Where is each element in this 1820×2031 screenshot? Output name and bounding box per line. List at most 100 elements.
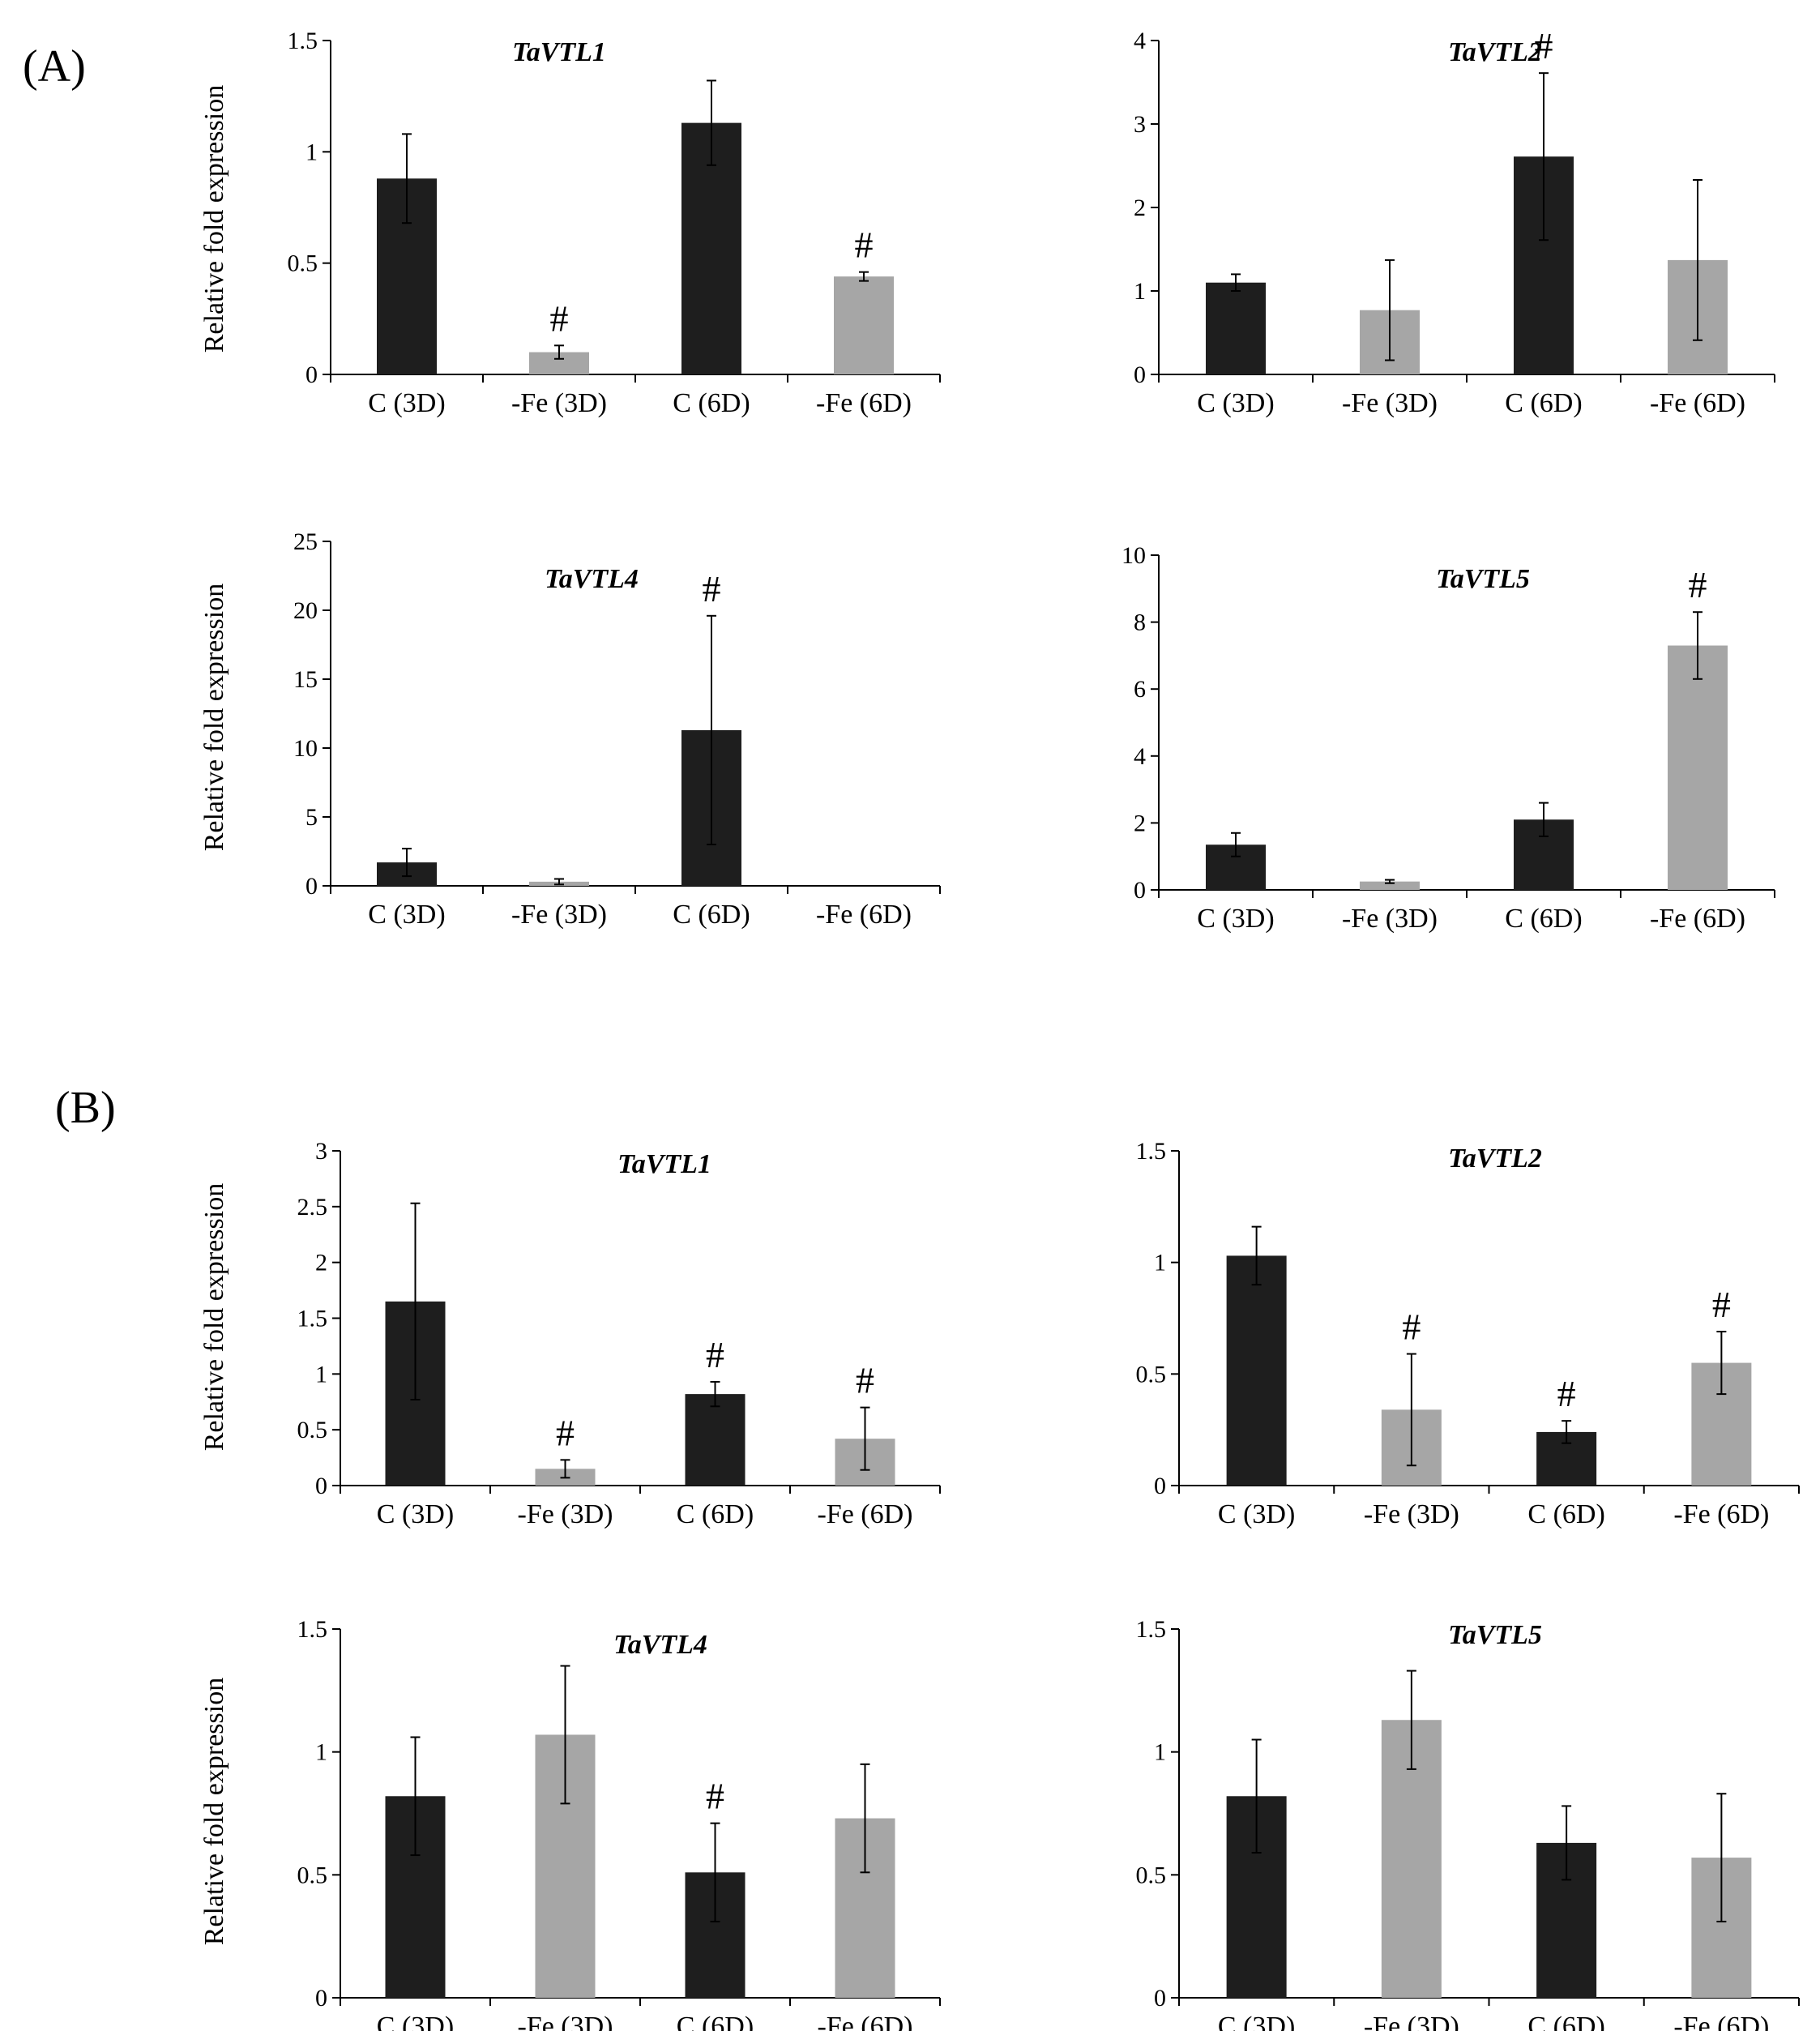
y-tick-label: 0 xyxy=(315,1473,327,1499)
y-tick-label: 2 xyxy=(1134,810,1146,836)
category-label: -Fe (3D) xyxy=(1342,904,1438,934)
bar xyxy=(1206,282,1266,374)
significance-marker: # xyxy=(703,568,721,609)
y-tick-label: 1.5 xyxy=(1136,1616,1167,1643)
y-tick-label: 1 xyxy=(315,1739,327,1766)
significance-marker: # xyxy=(706,1334,724,1375)
chart-title: TaVTL2 xyxy=(1448,37,1542,67)
y-tick-label: 1 xyxy=(1134,278,1146,305)
category-label: -Fe (3D) xyxy=(1342,388,1438,418)
category-label: -Fe (6D) xyxy=(1673,1499,1769,1529)
significance-marker: # xyxy=(1557,1373,1576,1414)
significance-marker: # xyxy=(556,1412,575,1453)
y-tick-label: 4 xyxy=(1134,743,1146,770)
y-tick-label: 0.5 xyxy=(297,1417,328,1443)
significance-marker: # xyxy=(706,1776,724,1817)
chart-a-tavtl5: 0 2 4 6 8 10 C (3D) -Fe (3D) C (6D) # -Fe (6D) TaVT… xyxy=(1121,542,1775,934)
significance-marker: # xyxy=(855,224,874,266)
chart-title: TaVTL1 xyxy=(512,37,606,67)
y-tick-label: 1.5 xyxy=(1136,1138,1167,1165)
chart-title: TaVTL4 xyxy=(613,1630,707,1660)
y-tick-label: 3 xyxy=(315,1138,327,1165)
category-label: -Fe (6D) xyxy=(1650,904,1745,934)
y-tick-label: 8 xyxy=(1134,609,1146,636)
chart-b-tavtl4: 0 0.5 1 1.5 C (3D) -Fe (3D) # C (6D) -Fe (6D) TaV… xyxy=(199,1616,941,2031)
category-label: -Fe (6D) xyxy=(816,388,912,418)
y-tick-label: 0.5 xyxy=(1136,1361,1167,1387)
chart-b-tavtl1: 0 0.5 1 1.5 2 2.5 3 C (3D) # -Fe (3D) # C (6D) # -Fe … xyxy=(199,1138,941,1529)
bar xyxy=(685,1394,746,1486)
y-tick-label: 20 xyxy=(293,597,318,624)
y-tick-label: 0.5 xyxy=(1136,1862,1167,1888)
category-label: -Fe (3D) xyxy=(517,2012,613,2031)
chart-title: TaVTL1 xyxy=(617,1149,711,1179)
chart-a-tavtl1: 0 0.5 1 1.5 C (3D) # -Fe (3D) C (6D) # -Fe (6D) Ta… xyxy=(199,28,941,418)
bar xyxy=(1360,881,1420,890)
significance-marker: # xyxy=(856,1360,874,1401)
chart-b-tavtl2: 0 0.5 1 1.5 C (3D) # -Fe (3D) # C (6D) # -Fe (6D) T… xyxy=(1136,1138,1800,1529)
y-tick-label: 0.5 xyxy=(288,250,318,277)
chart-title: TaVTL5 xyxy=(1436,564,1530,594)
y-tick-label: 2 xyxy=(1134,195,1146,221)
charts-container: 0 0.5 1 1.5 C (3D) # -Fe (3D) C (6D) # -Fe (6D) Ta… xyxy=(199,25,1800,2031)
category-label: -Fe (3D) xyxy=(517,1499,613,1529)
chart-b-tavtl5: 0 0.5 1 1.5 C (3D) -Fe (3D) C (6D) -Fe (6D) TaVT… xyxy=(1136,1616,1800,2031)
y-tick-label: 10 xyxy=(293,735,318,762)
y-tick-label: 0 xyxy=(1154,1473,1166,1499)
y-tick-label: 2.5 xyxy=(297,1194,328,1221)
significance-marker: # xyxy=(1535,25,1553,66)
significance-marker: # xyxy=(550,297,569,339)
y-axis-label: Relative fold expression xyxy=(199,1183,229,1451)
chart-title: TaVTL2 xyxy=(1448,1144,1542,1174)
y-tick-label: 1 xyxy=(1154,1250,1166,1276)
category-label: -Fe (3D) xyxy=(1364,2012,1459,2031)
category-label: C (6D) xyxy=(1527,2012,1604,2031)
category-label: C (3D) xyxy=(1197,904,1274,934)
y-tick-label: 0 xyxy=(315,1985,327,2012)
category-label: -Fe (3D) xyxy=(1364,1499,1459,1529)
category-label: -Fe (6D) xyxy=(817,2012,912,2031)
bar xyxy=(834,276,894,374)
y-tick-label: 0 xyxy=(1134,361,1146,388)
category-label: -Fe (3D) xyxy=(511,900,607,930)
significance-marker: # xyxy=(1689,564,1707,605)
category-label: C (6D) xyxy=(1505,904,1582,934)
bar xyxy=(1668,645,1728,890)
y-tick-label: 5 xyxy=(305,804,318,831)
y-tick-label: 4 xyxy=(1134,28,1146,54)
category-label: C (3D) xyxy=(1197,388,1274,418)
y-tick-label: 1 xyxy=(315,1361,327,1387)
category-label: C (6D) xyxy=(673,388,750,418)
category-label: C (6D) xyxy=(677,2012,754,2031)
y-tick-label: 0 xyxy=(305,361,318,388)
significance-marker: # xyxy=(1712,1284,1731,1325)
y-tick-label: 6 xyxy=(1134,676,1146,703)
y-axis-label: Relative fold expression xyxy=(199,1678,229,1945)
y-tick-label: 1 xyxy=(305,139,318,165)
y-tick-label: 1.5 xyxy=(288,28,318,54)
panel-label-b: (B) xyxy=(55,1083,116,1133)
category-label: C (3D) xyxy=(1218,1499,1295,1529)
category-label: C (3D) xyxy=(377,2012,454,2031)
y-tick-label: 1 xyxy=(1154,1739,1166,1766)
significance-marker: # xyxy=(1402,1306,1421,1348)
category-label: C (3D) xyxy=(1218,2012,1295,2031)
category-label: C (6D) xyxy=(1527,1499,1604,1529)
category-label: -Fe (6D) xyxy=(1673,2012,1769,2031)
chart-a-tavtl4: 0 5 10 15 20 25 C (3D) -Fe (3D) # C (6D) -Fe (6D) T… xyxy=(199,528,941,930)
category-label: C (3D) xyxy=(368,388,445,418)
chart-title: TaVTL5 xyxy=(1448,1620,1542,1650)
category-label: -Fe (6D) xyxy=(817,1499,912,1529)
y-axis-label: Relative fold expression xyxy=(199,85,229,353)
y-tick-label: 0 xyxy=(1154,1985,1166,2012)
y-tick-label: 3 xyxy=(1134,111,1146,138)
y-tick-label: 1.5 xyxy=(297,1306,328,1332)
y-tick-label: 0 xyxy=(1134,877,1146,904)
category-label: C (3D) xyxy=(377,1499,454,1529)
chart-a-tavtl2: 0 1 2 3 4 C (3D) -Fe (3D) # C (6D) -Fe (6D) TaVTL2 xyxy=(1134,25,1775,418)
category-label: -Fe (6D) xyxy=(1650,388,1745,418)
panel-label-a: (A) xyxy=(23,41,86,92)
category-label: C (6D) xyxy=(673,900,750,930)
y-tick-label: 2 xyxy=(315,1250,327,1276)
y-tick-label: 10 xyxy=(1121,542,1146,569)
